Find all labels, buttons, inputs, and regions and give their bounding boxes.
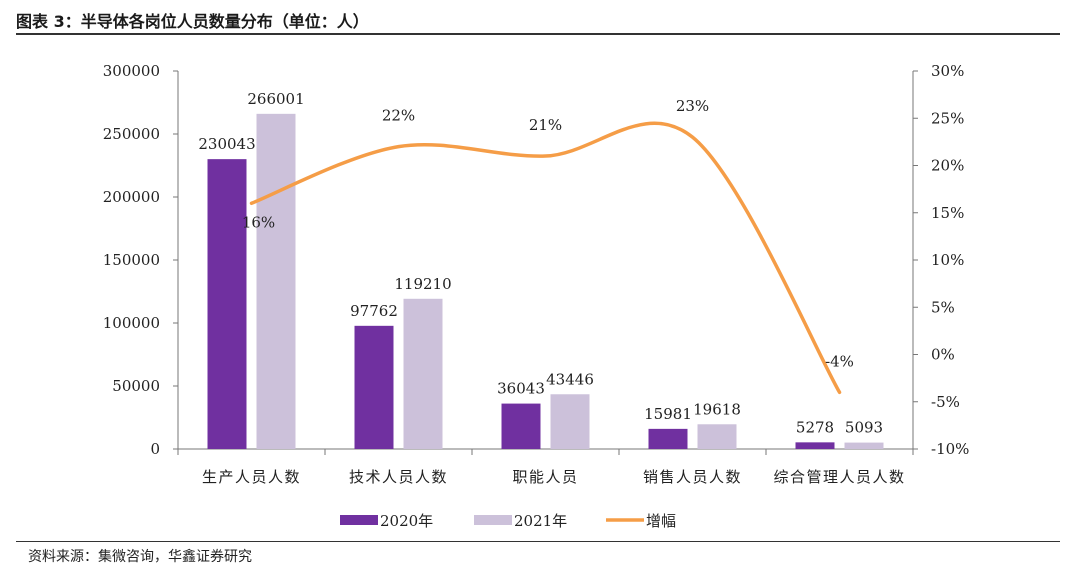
right-tick-label: 5% bbox=[931, 298, 955, 316]
left-tick-label: 200000 bbox=[103, 188, 160, 206]
bar-2020 bbox=[795, 442, 835, 449]
bar-2020 bbox=[207, 159, 247, 449]
line-data-label: 16% bbox=[242, 213, 275, 231]
legend-swatch bbox=[340, 515, 378, 525]
bar-data-label: 97762 bbox=[350, 302, 398, 320]
bar-2021 bbox=[403, 298, 443, 449]
bar-data-label: 266001 bbox=[247, 90, 304, 108]
x-tick-label: 综合管理人员人数 bbox=[773, 468, 905, 486]
left-tick-label: 0 bbox=[150, 440, 160, 458]
figure-title: 图表 3：半导体各岗位人员数量分布（单位：人） bbox=[16, 12, 369, 31]
legend-label: 2021年 bbox=[514, 512, 567, 530]
bar-data-label: 19618 bbox=[693, 400, 741, 418]
bar-data-label: 43446 bbox=[546, 370, 594, 388]
right-tick-label: -5% bbox=[931, 393, 960, 411]
bar-2020 bbox=[354, 325, 394, 449]
left-tick-label: 250000 bbox=[103, 125, 160, 143]
legend-label: 2020年 bbox=[380, 512, 433, 530]
source-note: 资料来源：集微咨询，华鑫证券研究 bbox=[28, 549, 252, 565]
x-tick-label: 销售人员人数 bbox=[643, 468, 742, 486]
bar-data-label: 119210 bbox=[394, 275, 451, 293]
legend-label: 增幅 bbox=[646, 512, 676, 530]
right-tick-label: -10% bbox=[931, 440, 969, 458]
x-tick-label: 职能人员 bbox=[512, 468, 578, 486]
bar-2020 bbox=[648, 428, 688, 449]
right-tick-label: 25% bbox=[931, 109, 964, 127]
bar-2020 bbox=[501, 403, 541, 449]
bottom-rule bbox=[16, 541, 1060, 542]
left-tick-label: 300000 bbox=[103, 62, 160, 80]
bar-2021 bbox=[844, 442, 884, 449]
right-tick-label: 10% bbox=[931, 251, 964, 269]
bar-2021 bbox=[256, 113, 296, 449]
right-tick-label: 15% bbox=[931, 204, 964, 222]
line-data-label: 21% bbox=[529, 116, 562, 134]
x-tick-label: 生产人员人数 bbox=[202, 468, 301, 486]
right-tick-label: 30% bbox=[931, 62, 964, 80]
left-tick-label: 50000 bbox=[112, 377, 160, 395]
bar-2021 bbox=[697, 424, 737, 449]
line-data-label: 23% bbox=[676, 97, 709, 115]
top-rule bbox=[16, 33, 1060, 35]
bar-2021 bbox=[550, 394, 590, 449]
right-tick-label: 20% bbox=[931, 157, 964, 175]
bar-data-label: 230043 bbox=[198, 135, 255, 153]
left-tick-label: 100000 bbox=[103, 314, 160, 332]
bar-data-label: 15981 bbox=[644, 405, 692, 423]
line-data-label: -4% bbox=[825, 352, 854, 370]
bar-data-label: 5093 bbox=[845, 419, 883, 437]
bar-data-label: 36043 bbox=[497, 380, 545, 398]
bar-data-label: 5278 bbox=[796, 418, 834, 436]
left-tick-label: 150000 bbox=[103, 251, 160, 269]
right-tick-label: 0% bbox=[931, 346, 955, 364]
growth-line bbox=[249, 121, 842, 395]
line-data-label: 22% bbox=[382, 107, 415, 125]
x-tick-label: 技术人员人数 bbox=[349, 468, 448, 486]
legend-swatch bbox=[474, 515, 512, 525]
